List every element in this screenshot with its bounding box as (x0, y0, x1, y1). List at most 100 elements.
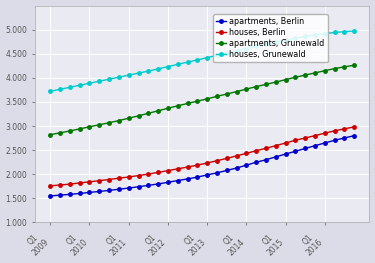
houses, Berlin (244, 152, 249, 155)
houses, Berlin (322, 132, 327, 135)
apartments, Grunewald (352, 64, 357, 67)
apartments, Grunewald (68, 129, 72, 133)
apartments, Berlin (303, 147, 307, 150)
apartments, Grunewald (117, 119, 121, 122)
houses, Berlin (48, 184, 52, 187)
houses, Grunewald (254, 45, 258, 48)
apartments, Berlin (205, 173, 209, 176)
apartments, Grunewald (48, 133, 52, 136)
apartments, Grunewald (342, 65, 347, 68)
houses, Berlin (195, 164, 200, 167)
apartments, Grunewald (225, 93, 229, 96)
apartments, Grunewald (264, 83, 268, 86)
houses, Grunewald (58, 88, 62, 91)
houses, Grunewald (146, 69, 151, 73)
houses, Grunewald (322, 32, 327, 35)
houses, Grunewald (234, 49, 239, 52)
houses, Berlin (342, 127, 347, 130)
houses, Berlin (303, 136, 307, 140)
apartments, Berlin (68, 193, 72, 196)
apartments, Berlin (234, 166, 239, 170)
houses, Berlin (234, 154, 239, 158)
apartments, Grunewald (87, 125, 92, 128)
apartments, Grunewald (166, 107, 170, 110)
apartments, Berlin (215, 171, 219, 174)
houses, Grunewald (332, 31, 337, 34)
houses, Berlin (126, 175, 131, 179)
Legend: apartments, Berlin, houses, Berlin, apartments, Grunewald, houses, Grunewald: apartments, Berlin, houses, Berlin, apar… (213, 14, 327, 62)
apartments, Grunewald (293, 76, 298, 79)
apartments, Grunewald (195, 100, 200, 103)
apartments, Berlin (273, 155, 278, 158)
apartments, Berlin (156, 182, 160, 185)
apartments, Grunewald (313, 71, 317, 74)
houses, Berlin (225, 157, 229, 160)
houses, Grunewald (107, 78, 111, 81)
houses, Berlin (117, 176, 121, 180)
apartments, Grunewald (205, 97, 209, 100)
houses, Berlin (97, 179, 102, 182)
houses, Grunewald (352, 29, 357, 33)
houses, Berlin (254, 149, 258, 152)
apartments, Berlin (254, 161, 258, 164)
houses, Berlin (77, 181, 82, 185)
apartments, Berlin (185, 177, 190, 180)
houses, Grunewald (273, 41, 278, 44)
houses, Berlin (136, 174, 141, 177)
apartments, Grunewald (156, 109, 160, 112)
houses, Grunewald (205, 56, 209, 59)
houses, Berlin (284, 141, 288, 145)
apartments, Berlin (97, 190, 102, 193)
apartments, Berlin (244, 164, 249, 167)
houses, Grunewald (284, 39, 288, 42)
apartments, Grunewald (303, 73, 307, 77)
apartments, Berlin (107, 189, 111, 192)
houses, Berlin (87, 180, 92, 183)
houses, Berlin (264, 147, 268, 150)
apartments, Grunewald (58, 131, 62, 134)
apartments, Grunewald (126, 117, 131, 120)
houses, Grunewald (176, 63, 180, 66)
apartments, Berlin (342, 136, 347, 140)
houses, Berlin (58, 184, 62, 187)
apartments, Berlin (146, 184, 151, 187)
apartments, Berlin (195, 175, 200, 179)
apartments, Grunewald (244, 88, 249, 91)
apartments, Berlin (136, 185, 141, 188)
Line: apartments, Grunewald: apartments, Grunewald (48, 63, 356, 136)
houses, Grunewald (77, 84, 82, 87)
apartments, Grunewald (284, 78, 288, 81)
apartments, Grunewald (107, 121, 111, 124)
houses, Berlin (215, 159, 219, 162)
houses, Berlin (205, 161, 209, 165)
apartments, Grunewald (273, 80, 278, 84)
houses, Grunewald (156, 67, 160, 70)
houses, Grunewald (68, 86, 72, 89)
apartments, Grunewald (136, 114, 141, 117)
Line: houses, Grunewald: houses, Grunewald (48, 29, 356, 93)
houses, Grunewald (87, 82, 92, 85)
apartments, Grunewald (185, 102, 190, 105)
apartments, Grunewald (146, 112, 151, 115)
apartments, Berlin (77, 192, 82, 195)
apartments, Grunewald (322, 69, 327, 72)
apartments, Grunewald (176, 104, 180, 107)
apartments, Berlin (313, 144, 317, 147)
Line: apartments, Berlin: apartments, Berlin (48, 134, 356, 198)
houses, Grunewald (313, 33, 317, 37)
apartments, Berlin (166, 181, 170, 184)
houses, Grunewald (97, 80, 102, 83)
apartments, Berlin (58, 194, 62, 197)
houses, Grunewald (215, 54, 219, 57)
houses, Grunewald (244, 47, 249, 50)
apartments, Grunewald (97, 123, 102, 126)
apartments, Berlin (126, 186, 131, 190)
apartments, Berlin (48, 194, 52, 198)
houses, Berlin (68, 183, 72, 186)
houses, Grunewald (303, 35, 307, 38)
houses, Grunewald (185, 60, 190, 64)
houses, Berlin (146, 173, 151, 176)
houses, Berlin (156, 171, 160, 174)
houses, Berlin (313, 134, 317, 137)
houses, Grunewald (342, 30, 347, 33)
